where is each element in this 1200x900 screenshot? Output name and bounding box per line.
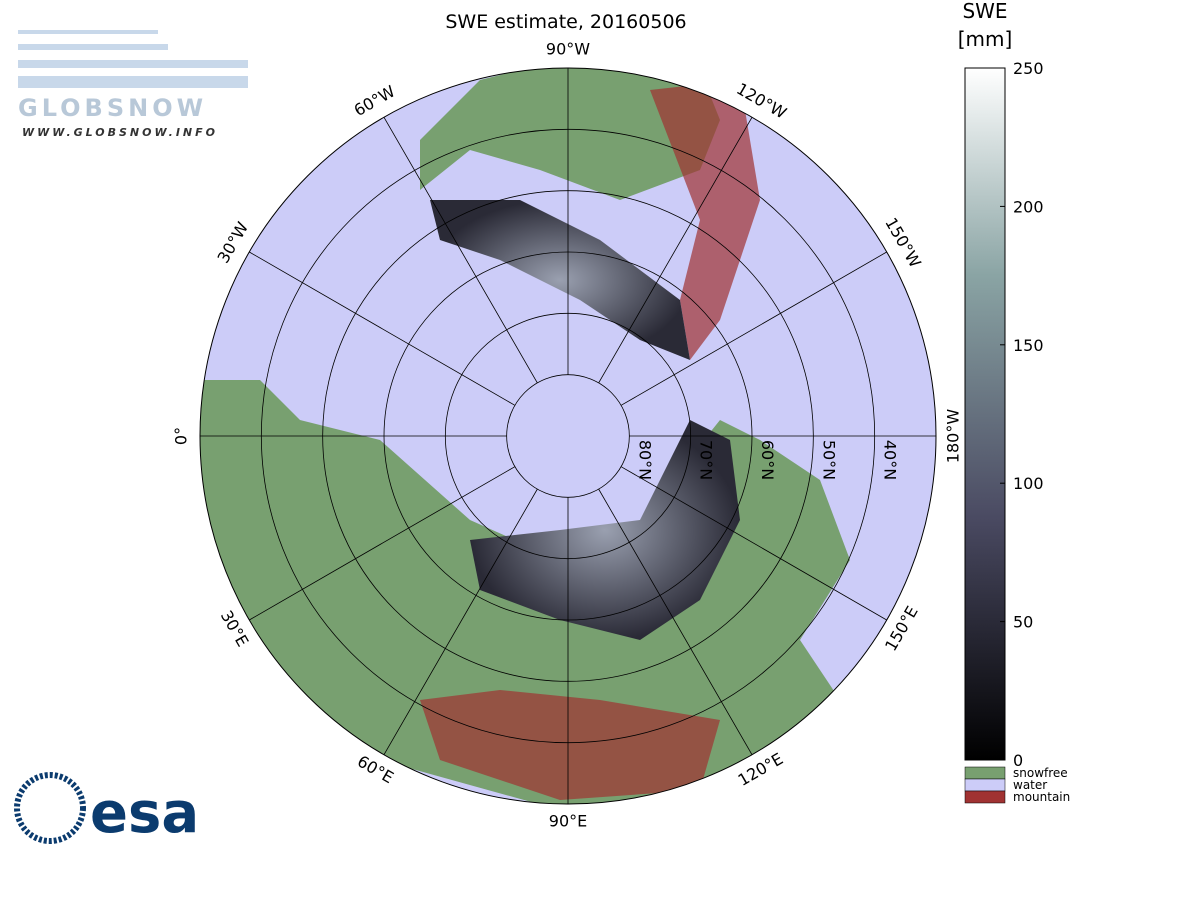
parallel-label: 50°N xyxy=(819,440,838,480)
meridian xyxy=(620,251,887,406)
meridian xyxy=(620,466,887,621)
colorbar xyxy=(964,67,1006,761)
colorbar-label: [mm] xyxy=(958,27,1013,51)
logo-text: GLOBSNOW xyxy=(18,94,207,122)
legend-label: water xyxy=(1013,778,1047,792)
legend-swatch xyxy=(964,778,1006,792)
meridian xyxy=(249,466,516,621)
meridian xyxy=(383,117,538,384)
meridian xyxy=(598,117,753,384)
meridian xyxy=(249,251,516,406)
tick-label: 200 xyxy=(1013,197,1044,216)
tick-label: 250 xyxy=(1013,59,1044,78)
logo: GLOBSNOW WWW.GLOBSNOW.INFO xyxy=(18,30,248,139)
meridian-label: 90°E xyxy=(549,812,587,831)
parallel-label: 60°N xyxy=(758,440,777,480)
graticule: 80°N 70°N 60°N 50°N 40°N 180°W150°E120°E90°E6… xyxy=(172,40,963,831)
parallel-label: 80°N xyxy=(635,440,654,480)
map xyxy=(200,68,936,804)
legend-label: mountain xyxy=(1013,790,1070,804)
legend-label: snowfree xyxy=(1013,766,1068,780)
legend-swatch xyxy=(964,790,1006,804)
map-title: SWE estimate, 20160506 xyxy=(445,11,686,33)
meridian xyxy=(598,488,753,755)
tick-label: 100 xyxy=(1013,474,1044,493)
tick-label: 0 xyxy=(1013,751,1023,770)
esa-logo: esa xyxy=(14,772,199,846)
parallel-label: 70°N xyxy=(697,440,716,480)
parallel-label: 40°N xyxy=(881,440,900,480)
logo-url: WWW.GLOBSNOW.INFO xyxy=(22,126,218,139)
esa-text: esa xyxy=(90,781,199,846)
colorbar-label: SWE xyxy=(962,0,1007,23)
tick-label: 50 xyxy=(1013,613,1033,632)
meridian-label: 90°W xyxy=(546,40,590,59)
tick-label: 150 xyxy=(1013,336,1044,355)
meridian-label: 0° xyxy=(172,427,191,445)
meridian xyxy=(383,488,538,755)
legend-swatch xyxy=(964,766,1006,780)
meridian-label: 180°W xyxy=(944,409,963,464)
